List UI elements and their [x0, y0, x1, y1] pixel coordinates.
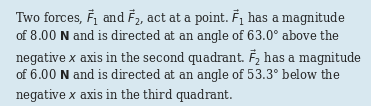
Text: Two forces, $\vec{F}_1$ and $\vec{F}_2$, act at a point. $\vec{F}_1$ has a magni: Two forces, $\vec{F}_1$ and $\vec{F}_2$,…	[15, 8, 345, 28]
Text: negative $x$ axis in the third quadrant.: negative $x$ axis in the third quadrant.	[15, 87, 233, 104]
Text: of 6.00 $\mathbf{N}$ and is directed at an angle of 53.3° below the: of 6.00 $\mathbf{N}$ and is directed at …	[15, 67, 340, 84]
Text: negative $x$ axis in the second quadrant. $\vec{F}_2$ has a magnitude: negative $x$ axis in the second quadrant…	[15, 48, 362, 68]
Text: of 8.00 $\mathbf{N}$ and is directed at an angle of 63.0° above the: of 8.00 $\mathbf{N}$ and is directed at …	[15, 28, 340, 45]
